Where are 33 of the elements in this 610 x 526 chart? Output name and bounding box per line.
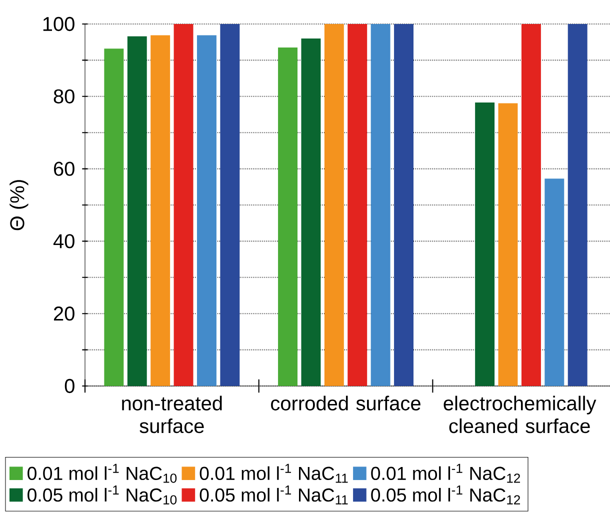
bar bbox=[521, 24, 541, 386]
y-tick-label: 20 bbox=[54, 306, 74, 321]
x-tick-label: corroded surface bbox=[271, 396, 420, 410]
y-tick-label: 0 bbox=[64, 378, 74, 394]
bar bbox=[104, 48, 124, 386]
legend-label: 0.01 mol l$^{-1}$ NaC$_{12}$ bbox=[371, 464, 520, 483]
y-tick-label: 60 bbox=[54, 162, 74, 176]
legend-label: 0.01 mol l$^{-1}$ NaC$_{10}$ bbox=[28, 464, 177, 483]
bar bbox=[348, 24, 368, 386]
bar bbox=[498, 103, 518, 386]
bar bbox=[370, 24, 390, 386]
bar bbox=[544, 178, 564, 386]
bar bbox=[174, 24, 194, 386]
bar bbox=[127, 36, 147, 386]
x-tick-label: non-treated surface bbox=[122, 396, 222, 434]
bar bbox=[324, 24, 344, 386]
bar bbox=[394, 24, 414, 386]
legend-label: 0.01 mol l$^{-1}$ NaC$_{11}$ bbox=[200, 464, 348, 483]
y-tick-label: 80 bbox=[54, 89, 74, 104]
bar bbox=[220, 24, 240, 386]
y-tick-label: 100 bbox=[43, 16, 74, 32]
legend-label: 0.05 mol l$^{-1}$ NaC$_{10}$ bbox=[28, 486, 177, 504]
bar bbox=[568, 24, 588, 386]
bar bbox=[278, 48, 298, 386]
x-tick-label: electrochemically cleaned surface bbox=[444, 396, 596, 434]
y-tick-label: 40 bbox=[53, 234, 74, 248]
bar bbox=[301, 38, 321, 386]
legend-label: 0.05 mol l$^{-1}$ NaC$_{11}$ bbox=[200, 486, 348, 504]
y-axis-title: Θ (%) bbox=[10, 180, 28, 230]
bar bbox=[475, 102, 495, 386]
bar bbox=[150, 35, 170, 386]
legend-label: 0.05 mol l$^{-1}$ NaC$_{12}$ bbox=[371, 486, 520, 504]
bar bbox=[196, 35, 216, 386]
